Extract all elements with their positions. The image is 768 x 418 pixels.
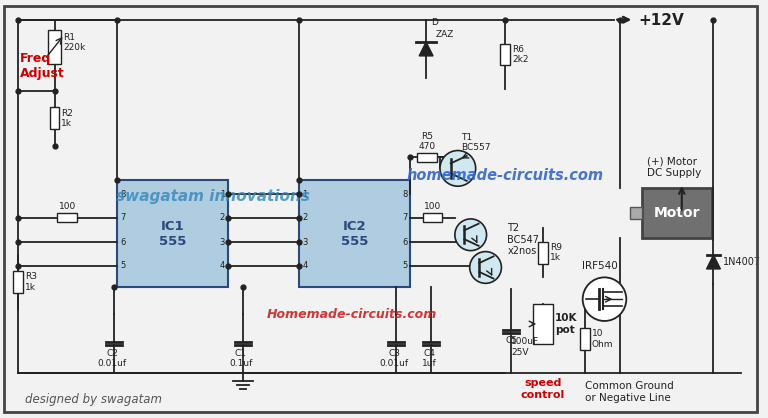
Text: 100uF
25V: 100uF 25V [511, 337, 539, 357]
Text: Motor: Motor [654, 206, 700, 220]
Text: 6: 6 [120, 238, 125, 247]
Text: 7: 7 [402, 213, 407, 222]
Text: 2: 2 [220, 213, 225, 222]
Text: C2
0.01uf: C2 0.01uf [98, 349, 127, 368]
Polygon shape [707, 255, 720, 269]
Bar [501, 43, 511, 65]
Bar [422, 213, 442, 222]
Text: D: D [431, 18, 438, 27]
Circle shape [440, 150, 475, 186]
Text: designed by swagatam: designed by swagatam [25, 393, 162, 406]
Text: 8: 8 [402, 190, 407, 199]
Bar [117, 180, 228, 287]
Text: R5
470: R5 470 [419, 132, 435, 151]
Text: IC2
555: IC2 555 [341, 220, 369, 248]
Text: IRF540: IRF540 [581, 261, 617, 271]
Bar [417, 153, 437, 162]
Bar [13, 271, 23, 293]
Text: 4: 4 [303, 261, 307, 270]
Text: 2: 2 [303, 213, 307, 222]
Text: R6
2k2: R6 2k2 [512, 45, 529, 64]
Text: T2
BC547
x2nos: T2 BC547 x2nos [508, 223, 539, 256]
Text: R1
220k: R1 220k [64, 33, 86, 52]
Text: swagatam innovations: swagatam innovations [116, 189, 310, 204]
Text: 5: 5 [402, 261, 407, 270]
Polygon shape [419, 42, 433, 56]
Text: 10K
pot: 10K pot [555, 313, 578, 335]
Text: 4: 4 [220, 261, 225, 270]
Text: (+) Motor
DC Supply: (+) Motor DC Supply [647, 157, 701, 178]
Text: C3
0.01uf: C3 0.01uf [380, 349, 409, 368]
Text: C5: C5 [505, 336, 518, 345]
Text: 3: 3 [303, 238, 308, 247]
Text: Freq
Adjust: Freq Adjust [20, 52, 65, 80]
Text: 5: 5 [120, 261, 125, 270]
Text: C1
0.1uf: C1 0.1uf [229, 349, 253, 368]
Bar [48, 30, 61, 64]
Text: Common Ground
or Negative Line: Common Ground or Negative Line [584, 382, 674, 403]
Text: Homemade-circuits.com: Homemade-circuits.com [266, 308, 437, 321]
Text: ZAZ: ZAZ [436, 30, 455, 39]
Text: R2
1k: R2 1k [61, 109, 73, 128]
Text: 10
Ohm: 10 Ohm [591, 329, 613, 349]
Bar [538, 242, 548, 263]
Bar [642, 188, 711, 238]
Text: speed
control: speed control [521, 378, 565, 400]
Bar [580, 328, 590, 350]
Bar [50, 107, 59, 129]
Text: +12V: +12V [638, 13, 684, 28]
Text: R9
1k: R9 1k [550, 243, 562, 263]
Text: 7: 7 [120, 213, 125, 222]
Text: homemade-circuits.com: homemade-circuits.com [407, 168, 604, 183]
Text: 100: 100 [424, 202, 441, 211]
Text: T1
BC557: T1 BC557 [461, 133, 490, 152]
Text: 8: 8 [120, 190, 125, 199]
Text: 1: 1 [220, 190, 225, 199]
Bar [58, 213, 78, 222]
Text: 6: 6 [402, 238, 407, 247]
Circle shape [470, 252, 502, 283]
Bar [533, 304, 553, 344]
Text: 1N4007: 1N4007 [723, 257, 762, 267]
Text: R3
1k: R3 1k [25, 272, 37, 291]
Text: IC1
555: IC1 555 [159, 220, 186, 248]
Text: 3: 3 [220, 238, 225, 247]
Text: 1: 1 [303, 190, 307, 199]
Bar [631, 207, 642, 219]
Text: C4
1uf: C4 1uf [422, 349, 436, 368]
Bar [300, 180, 410, 287]
Circle shape [583, 278, 626, 321]
Circle shape [455, 219, 487, 251]
Text: 100: 100 [59, 202, 76, 211]
